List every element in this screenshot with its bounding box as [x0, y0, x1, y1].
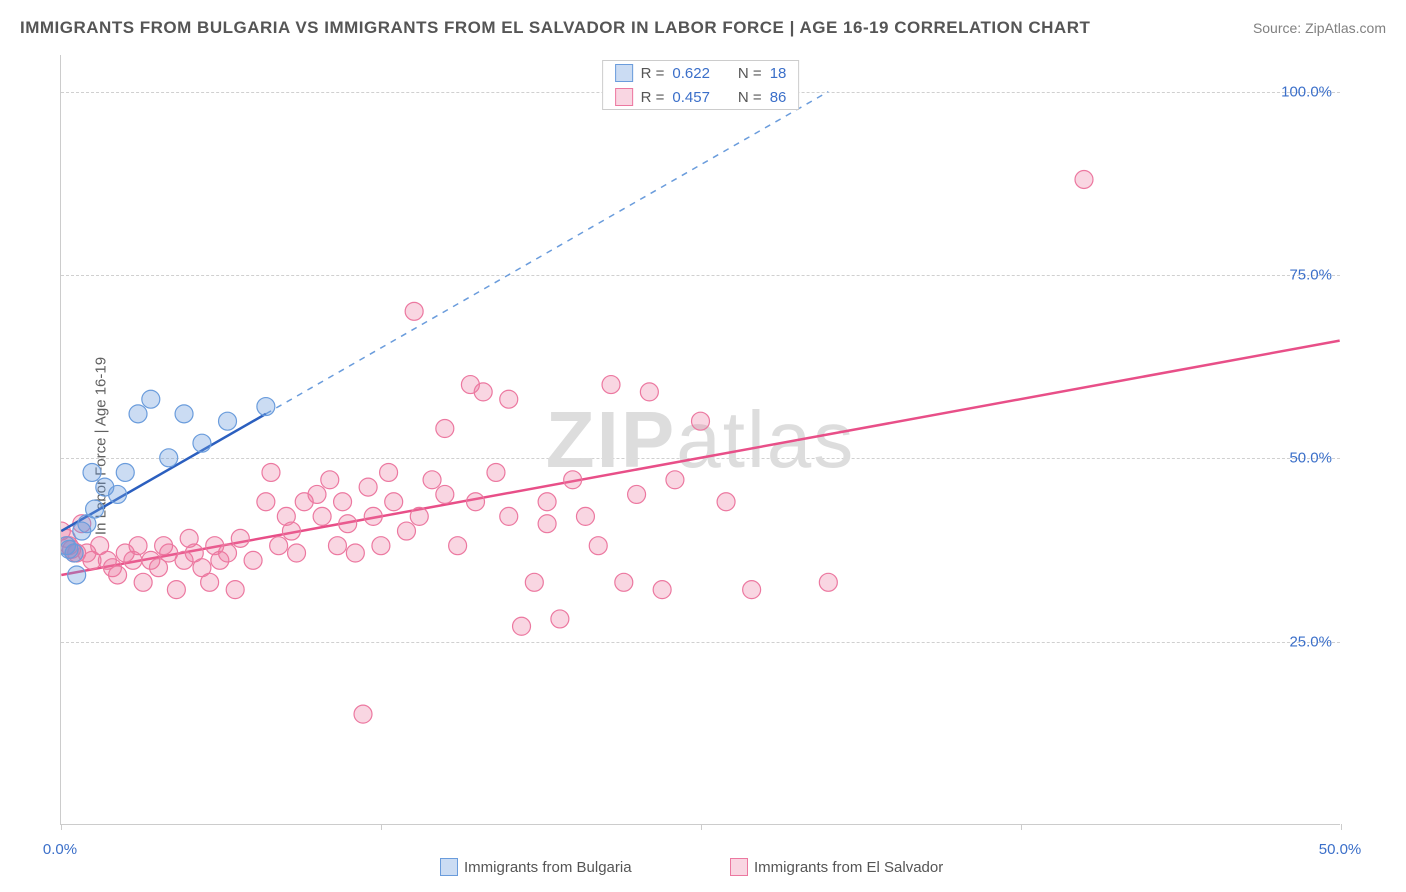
legend-n-label: N = [738, 89, 762, 106]
legend-row: R = 0.457 N = 86 [603, 85, 799, 109]
legend-r-label: R = [641, 89, 665, 106]
swatch-icon [615, 64, 633, 82]
legend-series-elsalvador: Immigrants from El Salvador [730, 858, 943, 876]
legend-n-label: N = [738, 65, 762, 82]
plot-area: ZIPatlas R = 0.622 N = 18 R = 0.457 N = … [60, 55, 1340, 825]
swatch-icon [730, 858, 748, 876]
x-tick [1341, 824, 1342, 830]
chart-title: IMMIGRANTS FROM BULGARIA VS IMMIGRANTS F… [20, 18, 1090, 38]
x-tick [61, 824, 62, 830]
chart-svg [61, 55, 1340, 824]
x-tick [1021, 824, 1022, 830]
legend-series-bulgaria: Immigrants from Bulgaria [440, 858, 632, 876]
legend-row: R = 0.622 N = 18 [603, 61, 799, 85]
legend-r-value: 0.622 [672, 65, 710, 82]
legend-r-value: 0.457 [672, 89, 710, 106]
legend-correlation-box: R = 0.622 N = 18 R = 0.457 N = 86 [602, 60, 800, 110]
legend-label: Immigrants from Bulgaria [464, 859, 632, 876]
x-tick-label: 0.0% [43, 841, 77, 858]
swatch-icon [440, 858, 458, 876]
legend-r-label: R = [641, 65, 665, 82]
chart-source: Source: ZipAtlas.com [1253, 20, 1386, 36]
x-tick [381, 824, 382, 830]
x-tick-label: 50.0% [1319, 841, 1362, 858]
x-tick [701, 824, 702, 830]
legend-n-value: 86 [770, 89, 787, 106]
legend-label: Immigrants from El Salvador [754, 859, 943, 876]
swatch-icon [615, 88, 633, 106]
legend-n-value: 18 [770, 65, 787, 82]
